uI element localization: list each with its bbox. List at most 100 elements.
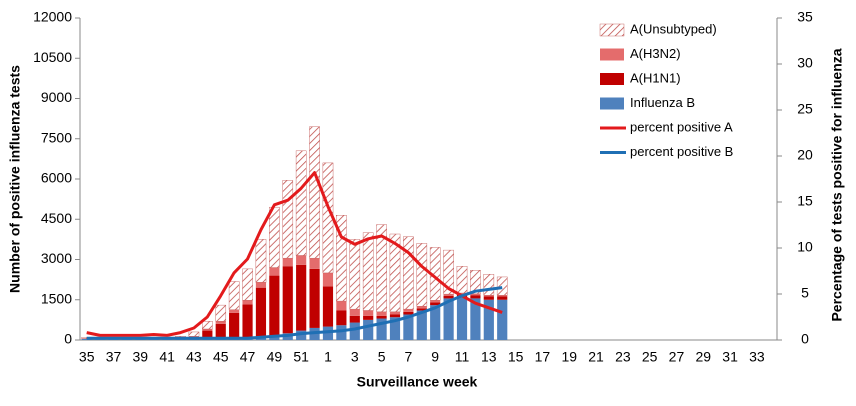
y2-tick-label: 25 [797, 101, 813, 117]
y-tick-label: 10500 [33, 49, 72, 65]
x-tick-label: 1 [324, 349, 332, 365]
bar [255, 239, 267, 283]
line [86, 286, 503, 340]
x-tick-label: 23 [615, 349, 631, 365]
legend-swatch [600, 97, 624, 110]
bar [443, 294, 454, 296]
x-tick-label: 51 [293, 349, 309, 365]
x-tick-label: 29 [695, 349, 711, 365]
bar [363, 315, 374, 320]
y-tick-label: 12000 [33, 9, 72, 25]
bar [470, 298, 481, 340]
bar [430, 302, 441, 306]
x-tick-label: 17 [535, 349, 551, 365]
x-tick-label: 11 [455, 349, 470, 365]
bar [296, 330, 307, 340]
bar [188, 336, 200, 337]
bar [483, 295, 494, 297]
bar [389, 314, 401, 318]
x-tick-label: 35 [79, 349, 95, 365]
bar [309, 268, 320, 328]
x-tick-label: 19 [561, 349, 577, 365]
y2-tick-label: 15 [797, 193, 813, 209]
bar [269, 335, 280, 340]
legend-swatch [600, 48, 624, 61]
x-tick-label: 3 [351, 349, 359, 365]
bar [336, 301, 347, 311]
bar [376, 311, 387, 316]
bar [322, 326, 334, 340]
x-tick-label: 49 [267, 349, 283, 365]
bar [296, 255, 307, 265]
x-tick-label: 13 [481, 349, 497, 365]
bar [229, 309, 240, 313]
y2-axis-title: Percentage of tests positive for influen… [829, 48, 845, 321]
bar [202, 321, 213, 330]
bar [497, 296, 508, 300]
x-tick-label: 45 [213, 349, 229, 365]
x-tick-label: 15 [508, 349, 524, 365]
legend-swatch [600, 73, 624, 85]
bar [456, 293, 468, 295]
bar [443, 249, 454, 295]
bar [336, 325, 347, 340]
x-tick-label: 27 [669, 349, 685, 365]
x-tick-label: 33 [749, 349, 765, 365]
bar [430, 300, 441, 303]
y2-tick-label: 20 [797, 147, 813, 163]
bar [349, 239, 361, 310]
x-tick-label: 41 [159, 349, 175, 365]
y-tick-label: 3000 [41, 250, 72, 266]
bar [349, 322, 360, 340]
bar [376, 318, 387, 340]
y2-tick-label: 30 [797, 55, 813, 71]
bar [349, 309, 360, 316]
y-tick-label: 6000 [41, 170, 72, 186]
bar [389, 311, 401, 315]
bar [430, 305, 441, 340]
y2-tick-label: 10 [797, 239, 813, 255]
bar [336, 310, 347, 326]
bar [296, 264, 307, 331]
x-tick-label: 25 [642, 349, 658, 365]
bar [403, 236, 414, 310]
bar [309, 258, 320, 269]
y2-tick-label: 5 [801, 285, 809, 301]
legend-label: A(H3N2) [630, 46, 681, 61]
bar [389, 233, 401, 313]
legend-swatch [599, 23, 625, 37]
bar [202, 330, 213, 339]
x-tick-label: 21 [588, 349, 604, 365]
bar [470, 293, 481, 296]
bar [456, 266, 468, 294]
bar [215, 323, 226, 339]
legend-label: A(Unsubtyped) [630, 21, 717, 36]
bar [362, 232, 374, 311]
bar [295, 150, 307, 256]
bar [497, 299, 508, 340]
bar [255, 287, 267, 338]
bar [483, 296, 494, 300]
bar [403, 311, 414, 315]
bar [215, 304, 227, 322]
y-tick-label: 0 [64, 331, 72, 347]
x-tick-label: 31 [722, 349, 738, 365]
bar [403, 309, 414, 312]
legend-label: Influenza B [630, 95, 695, 110]
y2-tick-label: 0 [801, 331, 809, 347]
bar [242, 300, 253, 305]
bar [416, 306, 427, 309]
legend-label: percent positive B [630, 144, 733, 159]
x-tick-label: 43 [186, 349, 202, 365]
bar [389, 317, 401, 340]
y-tick-label: 4500 [41, 210, 72, 226]
y-axis-title: Number of positive influenza tests [7, 65, 23, 293]
x-tick-label: 47 [240, 349, 256, 365]
x-tick-label: 5 [378, 349, 386, 365]
bar [229, 312, 240, 339]
bar [470, 270, 481, 295]
legend-label: A(H1N1) [630, 70, 681, 85]
bar [269, 267, 280, 276]
bar [242, 304, 253, 338]
